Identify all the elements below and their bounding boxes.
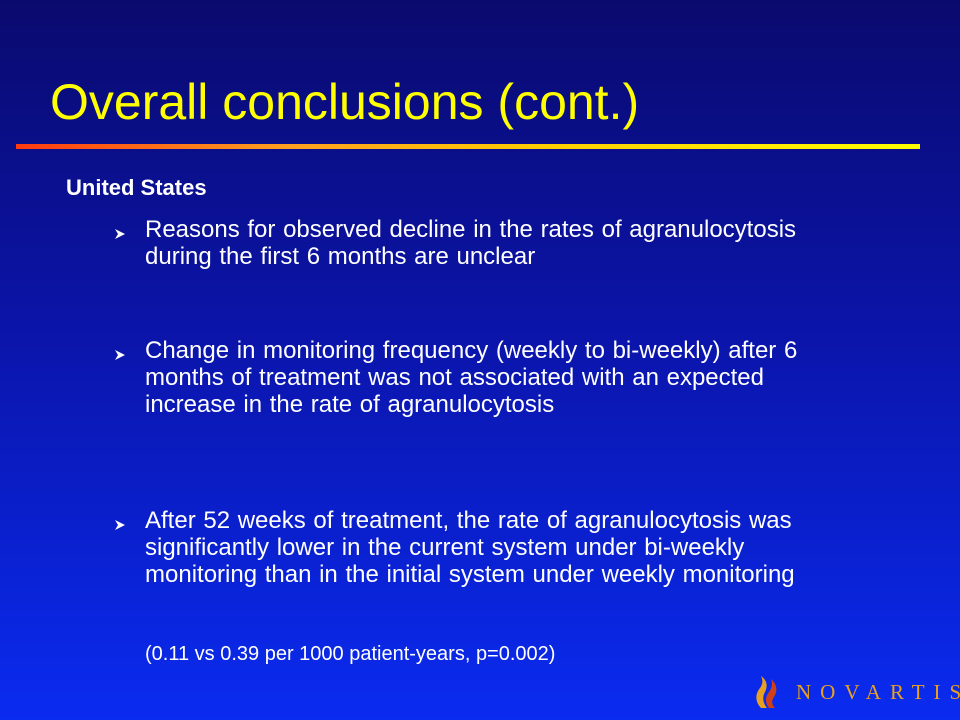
slide-title: Overall conclusions (cont.): [50, 74, 640, 130]
bullet-item: Change in monitoring frequency (weekly t…: [114, 337, 854, 418]
statistics-note: (0.11 vs 0.39 per 1000 patient-years, p=…: [145, 643, 556, 665]
bullet-text: After 52 weeks of treatment, the rate of…: [145, 507, 795, 588]
title-underline: [16, 144, 920, 149]
bullet-item: After 52 weeks of treatment, the rate of…: [114, 507, 854, 588]
arrowhead-bullet-icon: [115, 350, 125, 360]
novartis-flame-icon: [756, 676, 777, 708]
novartis-logo: NOVARTIS: [752, 674, 960, 710]
section-heading: United States: [66, 175, 207, 200]
arrowhead-bullet-icon: [115, 229, 125, 239]
bullet-text: Change in monitoring frequency (weekly t…: [145, 337, 798, 418]
novartis-wordmark: NOVARTIS: [796, 680, 960, 704]
bullet-text: Reasons for observed decline in the rate…: [145, 216, 797, 270]
bullet-item: Reasons for observed decline in the rate…: [114, 216, 854, 270]
arrowhead-bullet-icon: [115, 520, 125, 530]
